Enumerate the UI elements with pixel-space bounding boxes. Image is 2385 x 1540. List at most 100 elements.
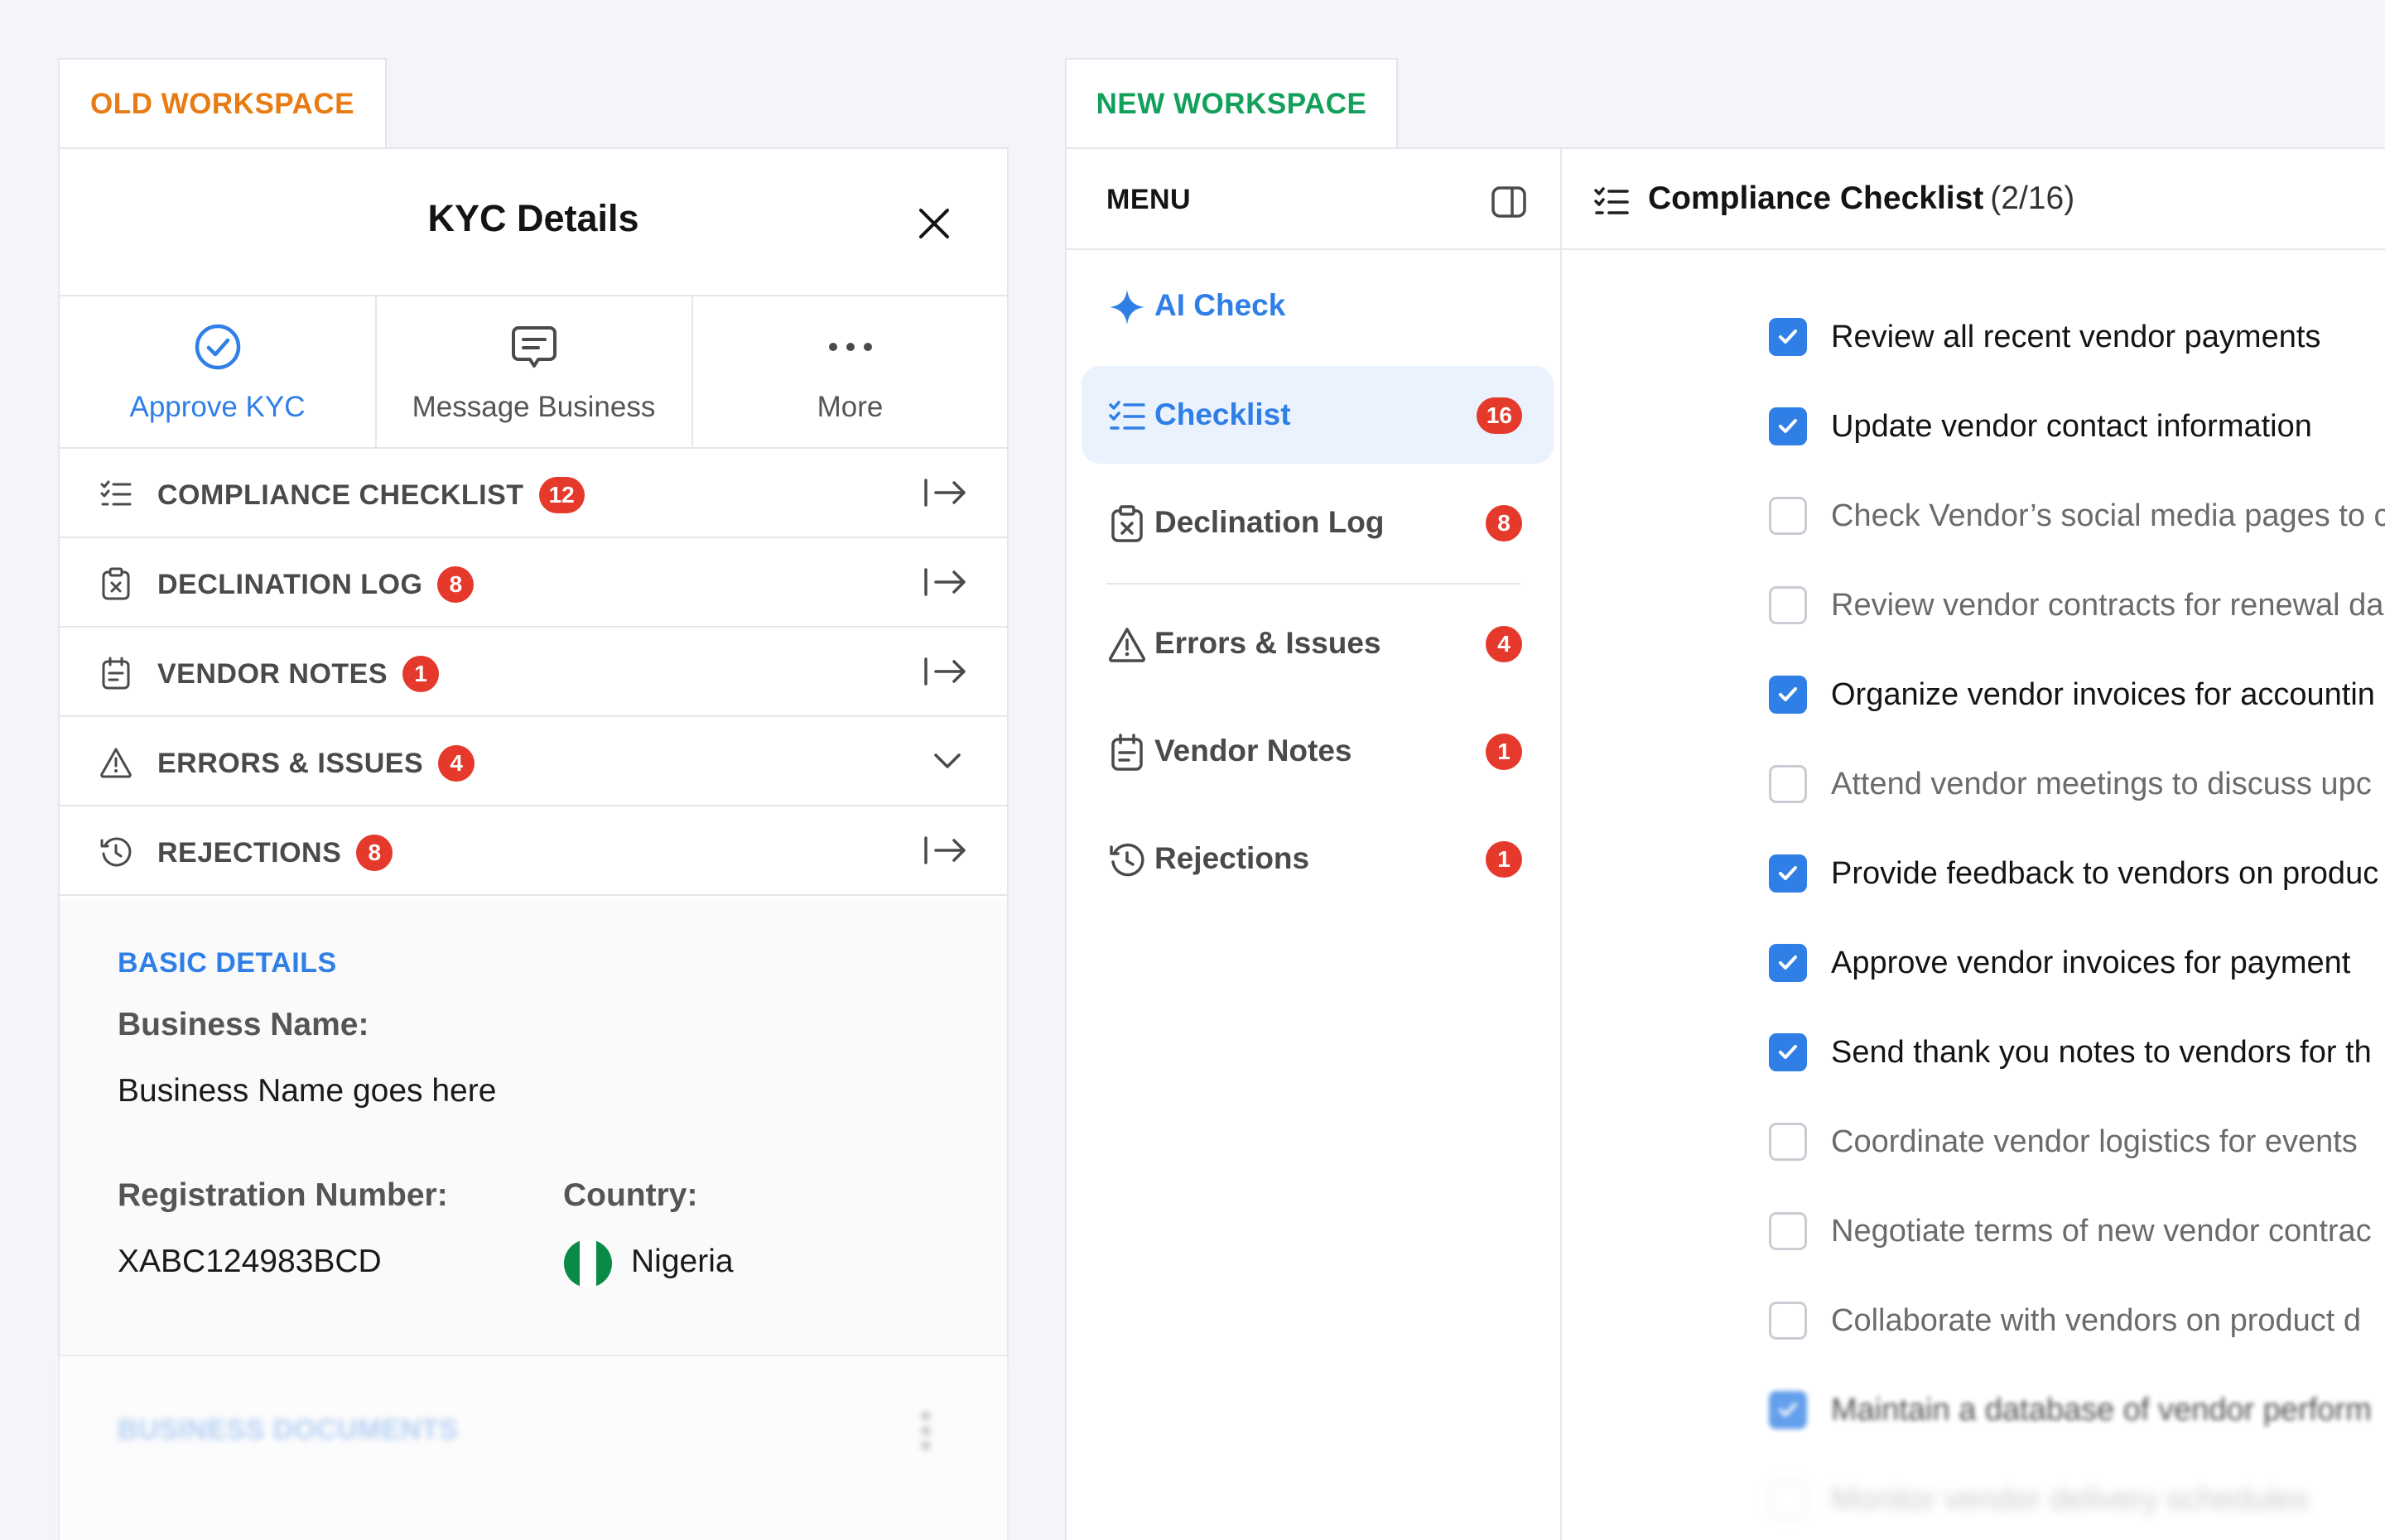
menu-item-vendor-notes[interactable]: Vendor Notes 1	[1082, 702, 1554, 800]
checklist-icon	[1594, 187, 1629, 214]
section-declination-log[interactable]: DECLINATION LOG 8	[60, 538, 1007, 626]
more-label: More	[817, 391, 884, 423]
business-name-value: Business Name goes here	[118, 1073, 497, 1109]
menu-item-declination-log[interactable]: Declination Log 8	[1082, 474, 1554, 571]
checklist-item-label: Organize vendor invoices for accountin	[1831, 677, 2375, 712]
clipboard-x-icon	[1111, 505, 1143, 542]
checkbox-unchecked[interactable]	[1769, 765, 1807, 803]
message-icon	[511, 326, 556, 368]
section-label: REJECTIONS	[157, 836, 342, 869]
business-name-label: Business Name:	[118, 1007, 369, 1042]
checkbox-unchecked[interactable]	[1769, 1302, 1807, 1340]
checkmark-icon	[1779, 1403, 1797, 1417]
checklist-item-label: Monitor vendor delivery schedules	[1831, 1482, 2309, 1517]
message-business-button[interactable]: Message Business	[376, 296, 691, 447]
check-circle-icon	[195, 324, 240, 370]
checkbox-checked[interactable]	[1769, 318, 1807, 356]
menu-item-label: AI Check	[1154, 288, 1286, 322]
notes-icon	[102, 657, 130, 690]
menu-item-checklist[interactable]: Checklist 16	[1082, 366, 1554, 464]
checkbox-checked[interactable]	[1769, 676, 1807, 714]
checklist-icon	[1109, 401, 1145, 430]
business-documents-section: BUSINESS DOCUMENTS	[60, 1356, 1007, 1540]
menu-item-ai-check[interactable]: AI Check	[1082, 257, 1554, 354]
checklist-item-label: Provide feedback to vendors on produc	[1831, 856, 2379, 891]
section-label: VENDOR NOTES	[157, 657, 388, 690]
section-vendor-notes[interactable]: VENDOR NOTES 1	[60, 628, 1007, 715]
kyc-details-panel: KYC Details Approve KYC Message Business	[58, 147, 1009, 1540]
section-label: ERRORS & ISSUES	[157, 747, 424, 779]
count-badge: 1	[402, 656, 440, 692]
country-value: Nigeria	[631, 1244, 734, 1279]
checkbox-unchecked[interactable]	[1769, 586, 1807, 624]
sidebar-toggle-icon[interactable]	[1491, 184, 1527, 220]
history-icon	[100, 837, 132, 867]
checklist-item-label: Review vendor contracts for renewal da	[1831, 588, 2384, 623]
checkmark-icon	[1779, 866, 1797, 880]
message-business-label: Message Business	[412, 391, 656, 423]
menu-item-rejections[interactable]: Rejections 1	[1082, 810, 1554, 907]
kebab-menu-icon[interactable]	[921, 1411, 931, 1451]
section-compliance-checklist[interactable]: COMPLIANCE CHECKLIST 12	[60, 449, 1007, 537]
country-label: Country:	[563, 1177, 698, 1213]
section-errors-issues[interactable]: ERRORS & ISSUES 4	[60, 717, 1007, 805]
chevron-down-icon[interactable]	[921, 742, 971, 780]
expand-arrow-icon[interactable]	[921, 474, 971, 512]
checklist-progress-count: (2/16)	[1990, 180, 2075, 216]
checkmark-icon	[1779, 419, 1797, 433]
count-badge: 8	[1486, 505, 1522, 541]
checkmark-icon	[1779, 330, 1797, 344]
expand-arrow-icon[interactable]	[921, 563, 971, 601]
checkbox-unchecked[interactable]	[1769, 497, 1807, 535]
menu-title: MENU	[1106, 184, 1192, 215]
menu-item-label: Vendor Notes	[1154, 734, 1352, 768]
checklist-title-text: Compliance Checklist	[1648, 180, 1984, 216]
menu-sidebar: MENU AI Check Checklist 16	[1067, 149, 1562, 1540]
checklist-item-label: Approve vendor invoices for payment	[1831, 946, 2351, 980]
clipboard-x-icon	[102, 567, 130, 600]
checkbox-checked[interactable]	[1769, 854, 1807, 893]
history-icon	[1110, 843, 1144, 877]
count-badge: 1	[1486, 841, 1522, 878]
kyc-title: KYC Details	[427, 197, 639, 239]
checklist-item-label: Update vendor contact information	[1831, 409, 2312, 444]
checklist-icon	[100, 480, 132, 506]
checkbox-unchecked[interactable]	[1769, 1480, 1807, 1518]
count-badge: 8	[356, 835, 393, 871]
notes-icon	[1111, 734, 1143, 771]
checklist-item-label: Maintain a database of vendor perform	[1831, 1393, 2372, 1427]
close-button[interactable]	[909, 199, 959, 248]
checkbox-checked[interactable]	[1769, 1033, 1807, 1071]
warning-icon	[1109, 628, 1145, 662]
approve-kyc-button[interactable]: Approve KYC	[60, 296, 375, 447]
checkbox-checked[interactable]	[1769, 944, 1807, 982]
menu-item-errors-issues[interactable]: Errors & Issues 4	[1082, 594, 1554, 692]
business-documents-heading: BUSINESS DOCUMENTS	[118, 1414, 459, 1446]
checkbox-unchecked[interactable]	[1769, 1212, 1807, 1250]
checkbox-checked[interactable]	[1769, 1391, 1807, 1429]
expand-arrow-icon[interactable]	[921, 652, 971, 691]
old-workspace-tab[interactable]: OLD WORKSPACE	[58, 58, 387, 149]
section-rejections[interactable]: REJECTIONS 8	[60, 806, 1007, 894]
menu-item-label: Declination Log	[1154, 505, 1385, 539]
count-badge: 8	[437, 566, 475, 603]
checkmark-icon	[1779, 955, 1797, 970]
count-badge: 1	[1486, 734, 1522, 770]
checklist-item-label: Attend vendor meetings to discuss upc	[1831, 767, 2372, 801]
section-label: COMPLIANCE CHECKLIST	[157, 479, 524, 511]
new-workspace-panel: MENU AI Check Checklist 16	[1065, 147, 2385, 1540]
count-badge: 4	[1486, 626, 1522, 662]
menu-item-label: Checklist	[1154, 397, 1291, 431]
checkmark-icon	[1779, 687, 1797, 701]
checklist-content: Compliance Checklist (2/16) Review all re…	[1562, 149, 2385, 1540]
checkbox-checked[interactable]	[1769, 407, 1807, 445]
more-button[interactable]: More	[692, 296, 1008, 447]
checklist-item-label: Coordinate vendor logistics for events	[1831, 1124, 2358, 1159]
menu-item-label: Errors & Issues	[1154, 626, 1381, 660]
checklist-item-label: Send thank you notes to vendors for th	[1831, 1035, 2372, 1070]
checkmark-icon	[1779, 1045, 1797, 1059]
close-icon	[919, 209, 949, 238]
checkbox-unchecked[interactable]	[1769, 1123, 1807, 1161]
expand-arrow-icon[interactable]	[921, 831, 971, 869]
new-workspace-tab[interactable]: NEW WORKSPACE	[1065, 58, 1398, 149]
